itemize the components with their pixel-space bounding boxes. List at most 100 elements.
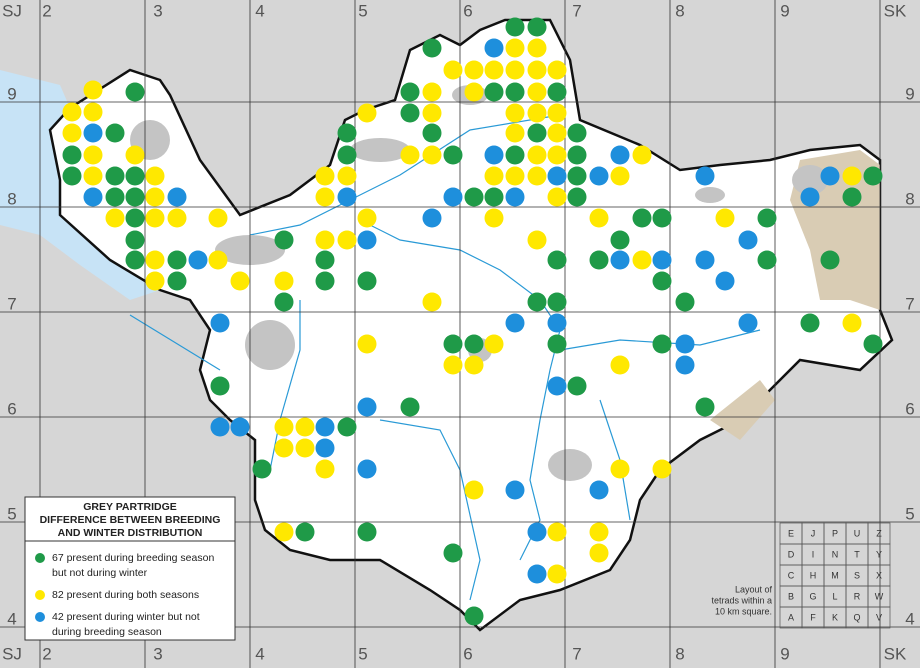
record-dot bbox=[422, 38, 442, 58]
tetrad-letter: P bbox=[832, 528, 838, 538]
record-dot bbox=[610, 355, 630, 375]
record-dot bbox=[210, 376, 230, 396]
record-dot bbox=[505, 103, 525, 123]
record-dot bbox=[464, 82, 484, 102]
record-dot bbox=[357, 271, 377, 291]
record-dot bbox=[527, 103, 547, 123]
record-dot bbox=[610, 250, 630, 270]
record-dot bbox=[589, 250, 609, 270]
record-dot bbox=[337, 145, 357, 165]
grid-label: 4 bbox=[255, 644, 264, 663]
grid-label: SK bbox=[884, 644, 907, 663]
grid-label: 4 bbox=[255, 1, 264, 20]
tetrad-letter: R bbox=[854, 591, 861, 601]
record-dot bbox=[505, 82, 525, 102]
record-dot bbox=[62, 123, 82, 143]
record-dot bbox=[527, 38, 547, 58]
tetrad-letter: J bbox=[811, 528, 816, 538]
tetrad-letter: Q bbox=[853, 612, 860, 622]
record-dot bbox=[632, 250, 652, 270]
record-dot bbox=[208, 250, 228, 270]
grid-label: 7 bbox=[7, 294, 16, 313]
record-dot bbox=[484, 166, 504, 186]
grid-label: 9 bbox=[7, 84, 16, 103]
record-dot bbox=[337, 123, 357, 143]
tetrad-letter: Z bbox=[876, 528, 882, 538]
record-dot bbox=[484, 145, 504, 165]
legend-swatch bbox=[35, 553, 45, 563]
grid-label: 2 bbox=[42, 1, 51, 20]
record-dot bbox=[230, 417, 250, 437]
record-dot bbox=[443, 187, 463, 207]
grid-label: 5 bbox=[7, 504, 16, 523]
grid-label: 3 bbox=[153, 1, 162, 20]
record-dot bbox=[547, 334, 567, 354]
record-dot bbox=[527, 82, 547, 102]
legend-label: during breeding season bbox=[52, 626, 162, 638]
record-dot bbox=[675, 334, 695, 354]
record-dot bbox=[547, 292, 567, 312]
tetrad-caption: tetrads within a bbox=[711, 595, 772, 605]
record-dot bbox=[443, 355, 463, 375]
record-dot bbox=[505, 123, 525, 143]
record-dot bbox=[274, 438, 294, 458]
record-dot bbox=[422, 123, 442, 143]
record-dot bbox=[422, 82, 442, 102]
record-dot bbox=[357, 334, 377, 354]
record-dot bbox=[527, 292, 547, 312]
grid-label: 5 bbox=[358, 644, 367, 663]
grid-label: 6 bbox=[905, 399, 914, 418]
grid-label: 6 bbox=[463, 1, 472, 20]
record-dot bbox=[842, 187, 862, 207]
record-dot bbox=[484, 187, 504, 207]
record-dot bbox=[145, 271, 165, 291]
record-dot bbox=[695, 397, 715, 417]
record-dot bbox=[208, 208, 228, 228]
tetrad-letter: F bbox=[810, 612, 816, 622]
record-dot bbox=[210, 417, 230, 437]
record-dot bbox=[464, 606, 484, 626]
record-dot bbox=[715, 208, 735, 228]
record-dot bbox=[547, 376, 567, 396]
grid-label: 8 bbox=[675, 1, 684, 20]
tetrad-letter: X bbox=[876, 570, 882, 580]
record-dot bbox=[547, 123, 567, 143]
grid-label: 2 bbox=[42, 644, 51, 663]
record-dot bbox=[800, 313, 820, 333]
record-dot bbox=[443, 543, 463, 563]
record-dot bbox=[567, 166, 587, 186]
tetrad-letter: U bbox=[854, 528, 861, 538]
record-dot bbox=[464, 480, 484, 500]
legend-label: 42 present during winter but not bbox=[52, 611, 200, 623]
record-dot bbox=[230, 271, 250, 291]
tetrad-letter: K bbox=[832, 612, 838, 622]
record-dot bbox=[357, 230, 377, 250]
record-dot bbox=[757, 208, 777, 228]
record-dot bbox=[422, 145, 442, 165]
record-dot bbox=[567, 145, 587, 165]
record-dot bbox=[357, 459, 377, 479]
record-dot bbox=[842, 313, 862, 333]
record-dot bbox=[83, 80, 103, 100]
record-dot bbox=[315, 271, 335, 291]
legend-swatch bbox=[35, 612, 45, 622]
record-dot bbox=[62, 102, 82, 122]
tetrad-letter: N bbox=[832, 549, 839, 559]
tetrad-letter: A bbox=[788, 612, 794, 622]
record-dot bbox=[527, 145, 547, 165]
record-dot bbox=[632, 208, 652, 228]
record-dot bbox=[589, 522, 609, 542]
tetrad-caption: 10 km square. bbox=[715, 606, 772, 616]
record-dot bbox=[484, 60, 504, 80]
record-dot bbox=[210, 313, 230, 333]
record-dot bbox=[83, 102, 103, 122]
record-dot bbox=[757, 250, 777, 270]
record-dot bbox=[274, 522, 294, 542]
record-dot bbox=[400, 82, 420, 102]
record-dot bbox=[125, 145, 145, 165]
grid-label: 8 bbox=[675, 644, 684, 663]
record-dot bbox=[527, 522, 547, 542]
tetrad-letter: L bbox=[832, 591, 837, 601]
record-dot bbox=[125, 208, 145, 228]
